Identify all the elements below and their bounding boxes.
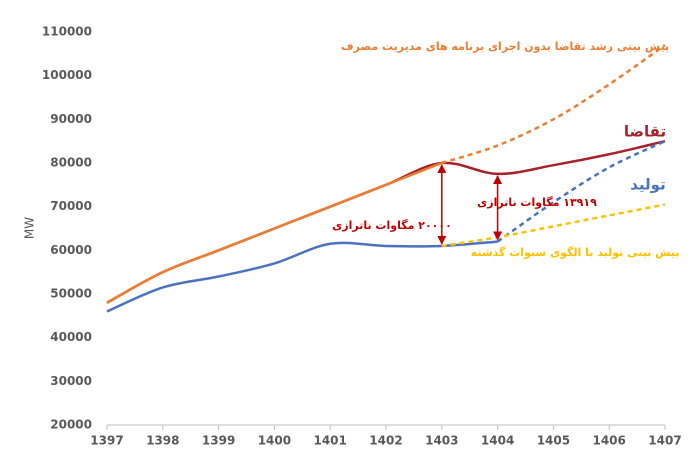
y-tick-label: 40000 xyxy=(50,330,92,344)
series-line xyxy=(106,161,443,304)
series-line xyxy=(441,44,666,165)
y-tick-label: 110000 xyxy=(42,25,92,39)
x-tick-label: 1398 xyxy=(146,434,179,448)
y-tick-label: 50000 xyxy=(50,287,92,301)
annotation: ۲۰۰۰۰ مگاوات ناترازی xyxy=(332,219,452,232)
x-tick-label: 1402 xyxy=(369,434,402,448)
series-label: پیش بینی تولید با الگوی سنوات گذشته xyxy=(471,246,680,259)
series-line xyxy=(106,240,498,313)
y-tick-label: 20000 xyxy=(50,418,92,432)
series-label: تقاضا xyxy=(624,123,666,141)
y-tick-label: 80000 xyxy=(50,156,92,170)
series-line xyxy=(441,203,666,248)
y-axis-label: MW xyxy=(23,217,37,239)
x-tick-label: 1404 xyxy=(481,434,514,448)
x-tick-label: 1399 xyxy=(202,434,235,448)
y-tick-label: 60000 xyxy=(50,243,92,257)
y-tick-label: 70000 xyxy=(50,199,92,213)
y-tick-label: 30000 xyxy=(50,374,92,388)
x-tick-label: 1397 xyxy=(90,434,123,448)
x-tick-label: 1407 xyxy=(648,434,681,448)
x-tick-label: 1401 xyxy=(313,434,346,448)
annotation: ۱۳۹۱۹ مگاوات ناترازی xyxy=(477,196,597,209)
y-tick-label: 90000 xyxy=(50,112,92,126)
x-tick-label: 1400 xyxy=(258,434,291,448)
y-tick-label: 100000 xyxy=(42,68,92,82)
x-tick-label: 1406 xyxy=(592,434,625,448)
series-label: پیش بینی رشد تقاضا بدون اجرای برنامه های… xyxy=(341,40,669,53)
x-tick-label: 1403 xyxy=(425,434,458,448)
series-line xyxy=(496,140,666,243)
series-label: تولید xyxy=(630,176,665,194)
x-tick-label: 1405 xyxy=(537,434,570,448)
